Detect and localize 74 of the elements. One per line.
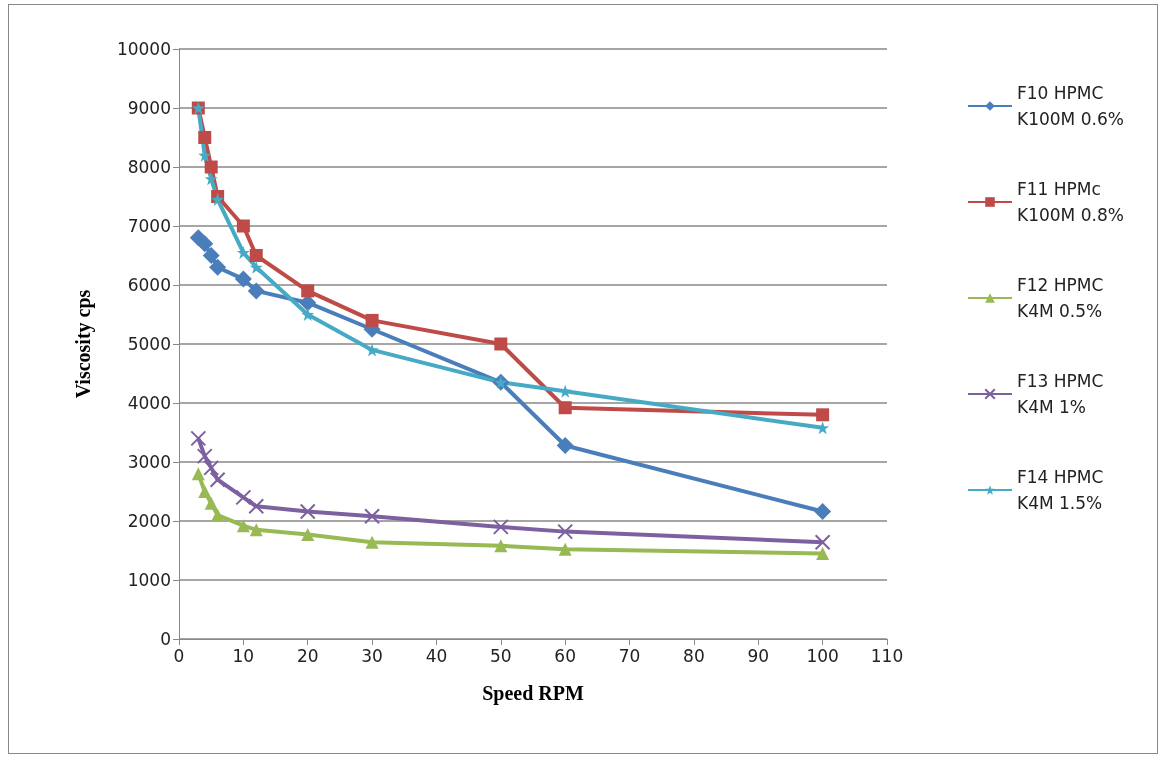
- point: [249, 249, 263, 262]
- legend-label: F13 HPMC K4M 1%: [1017, 371, 1109, 417]
- point: [191, 467, 205, 481]
- point: [247, 282, 265, 300]
- x-tick-label: 0: [173, 645, 185, 666]
- legend-label: F12 HPMC K4M 0.5%: [1017, 275, 1109, 321]
- legend-label: F11 HPMc K100M 0.8%: [1017, 179, 1124, 225]
- point: [248, 498, 265, 515]
- point: [365, 343, 379, 357]
- point: [236, 519, 250, 533]
- x-tick-label: 90: [747, 645, 770, 666]
- point: [202, 247, 220, 264]
- point: [249, 260, 263, 274]
- legend-label: F10 HPMC K100M 0.6%: [1017, 83, 1124, 129]
- x-tick-label: 60: [554, 645, 576, 666]
- point: [209, 258, 227, 276]
- point: [301, 284, 315, 298]
- point: [236, 219, 250, 233]
- point: [236, 246, 250, 260]
- x-tick-label: 30: [361, 645, 383, 666]
- y-tick-label: 10000: [116, 39, 171, 59]
- point: [364, 508, 381, 525]
- point: [204, 496, 218, 510]
- point: [816, 408, 830, 422]
- point: [198, 131, 212, 144]
- point: [816, 421, 830, 435]
- point: [204, 172, 218, 186]
- point: [198, 485, 212, 498]
- point: [196, 235, 214, 253]
- point: [492, 518, 509, 535]
- point: [365, 313, 379, 327]
- point: [211, 508, 225, 522]
- point: [299, 503, 316, 520]
- y-tick-label: 3000: [127, 452, 171, 472]
- point: [235, 489, 252, 506]
- y-tick-label: 2000: [127, 511, 171, 531]
- point: [301, 528, 315, 542]
- point: [203, 459, 220, 476]
- point: [204, 160, 218, 174]
- point: [814, 503, 832, 521]
- x-tick-label: 50: [490, 645, 512, 666]
- point: [209, 471, 226, 488]
- x-tick-label: 20: [296, 645, 319, 666]
- x-tick-label: 70: [618, 645, 641, 666]
- point: [557, 523, 574, 540]
- legend-label: F14 HPMC K4M 1.5%: [1017, 467, 1109, 513]
- point: [556, 436, 574, 454]
- point: [816, 546, 830, 560]
- y-tick-label: 5000: [127, 334, 171, 354]
- point: [558, 542, 572, 556]
- y-tick-label: 8000: [127, 157, 171, 177]
- x-tick-label: 100: [806, 645, 839, 666]
- y-tick-label: 0: [160, 629, 171, 649]
- y-tick-label: 1000: [127, 570, 171, 590]
- x-tick-label: 40: [425, 645, 448, 666]
- point: [301, 308, 315, 321]
- point: [494, 539, 508, 553]
- point: [365, 535, 379, 549]
- y-tick-label: 7000: [127, 216, 171, 236]
- point: [249, 523, 263, 537]
- x-tick-label: 80: [683, 645, 705, 666]
- point: [190, 430, 207, 447]
- point: [494, 337, 508, 351]
- y-axis-title: Viscosity cps: [72, 289, 95, 399]
- point: [196, 448, 213, 465]
- y-tick-label: 6000: [127, 275, 171, 295]
- y-tick-label: 9000: [127, 98, 171, 118]
- point: [558, 401, 572, 415]
- y-tick-label: 4000: [127, 393, 171, 413]
- x-axis-title: Speed RPM: [482, 682, 584, 705]
- x-tick-label: 10: [232, 645, 255, 666]
- point: [234, 270, 252, 288]
- x-tick-label: 110: [870, 645, 904, 666]
- point: [814, 534, 831, 551]
